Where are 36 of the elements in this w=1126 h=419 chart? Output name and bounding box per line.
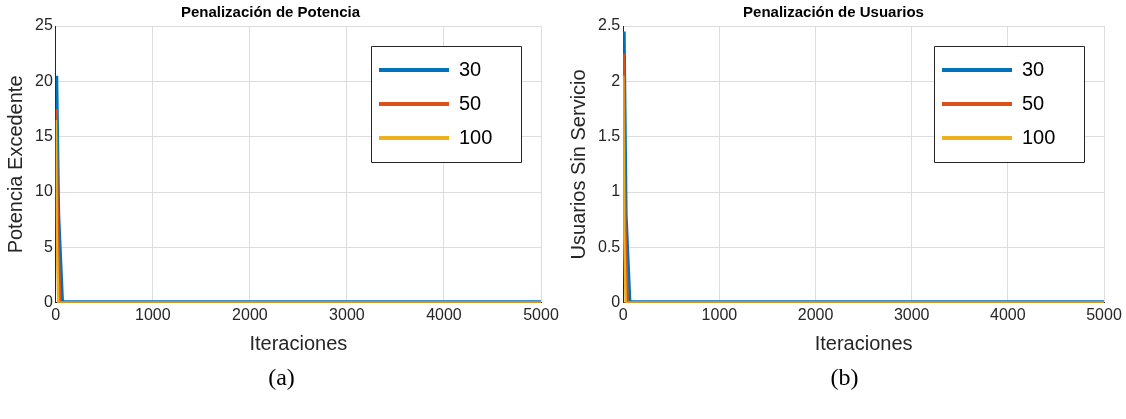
x-tick-label: 4000: [426, 305, 462, 323]
y-axis-title: Potencia Excedente: [3, 75, 26, 254]
y-tick-label: 2.5: [597, 16, 621, 34]
x-tick-label: 1000: [135, 305, 171, 323]
legend-label: 50: [1022, 91, 1045, 114]
y-axis-title: Usuarios Sin Servicio: [566, 69, 589, 260]
x-tick-label: 3000: [893, 305, 930, 323]
text: (b): [829, 364, 860, 391]
x-tick-label: 5000: [1086, 305, 1122, 323]
text: (a): [267, 364, 296, 391]
x-tick-label: 1000: [701, 305, 738, 323]
x-tick-label: 3000: [329, 305, 365, 323]
chart-title: Penalización de Potencia: [180, 3, 361, 21]
y-tick-label: 1.5: [597, 127, 621, 145]
x-tick-label: 5000: [523, 305, 559, 323]
legend-label: 100: [1022, 125, 1056, 148]
x-tick-label: 2000: [232, 305, 268, 323]
y-tick-label: 20: [35, 71, 53, 89]
legend-label: 100: [459, 125, 493, 148]
x-axis-title: Iteraciones: [814, 331, 913, 354]
y-tick-label: 15: [35, 127, 53, 145]
y-tick-label: 25: [35, 16, 53, 34]
y-tick-label: 0.5: [597, 237, 621, 255]
y-tick-label: 2: [611, 71, 621, 89]
x-tick-label: 4000: [990, 305, 1026, 323]
y-tick-label: 0: [611, 293, 621, 311]
x-tick-label: 2000: [797, 305, 834, 323]
y-tick-label: 1: [611, 182, 621, 200]
legend-label: 30: [1022, 57, 1045, 80]
y-tick-label: 10: [35, 182, 53, 200]
chart-title: Penalización de Usuarios: [743, 3, 924, 21]
y-tick-label: 0: [43, 293, 53, 311]
x-axis-title: Iteraciones: [249, 331, 348, 354]
y-tick-label: 5: [43, 237, 53, 255]
legend-label: 50: [459, 91, 482, 114]
legend-label: 30: [459, 57, 482, 80]
